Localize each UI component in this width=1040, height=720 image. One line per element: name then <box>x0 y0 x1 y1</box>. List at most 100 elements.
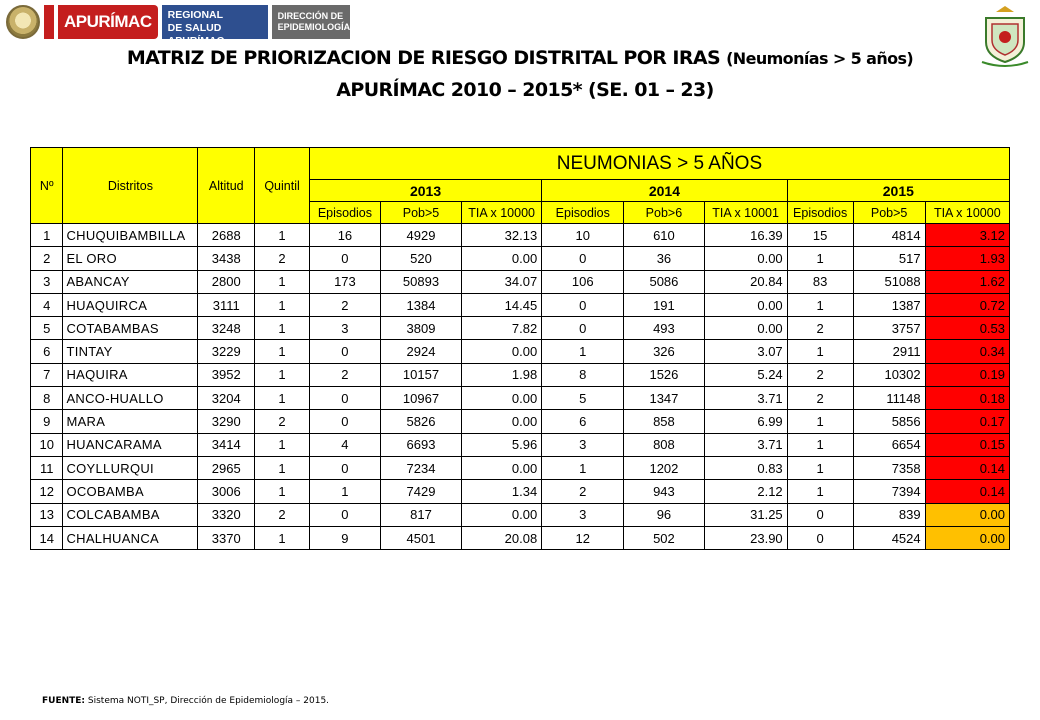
tia-2014-cell: 6.99 <box>703 409 788 434</box>
episodes-2013-cell: 2 <box>308 362 381 388</box>
sub-header: Pob>5 <box>379 201 463 224</box>
episodes-2013-cell: 1 <box>308 479 381 504</box>
population-2013-cell: 5826 <box>379 409 463 434</box>
row-number: 3 <box>29 269 64 294</box>
episodes-2013-cell: 16 <box>308 222 381 248</box>
sub-header: TIA x 10001 <box>703 201 788 224</box>
episodes-2014-cell: 3 <box>541 432 625 457</box>
regional-seal-icon <box>6 5 40 39</box>
population-2014-cell: 493 <box>623 316 705 341</box>
dir-epi-line1: DIRECCIÓN DE <box>277 11 344 21</box>
population-2014-cell: 36 <box>623 246 705 271</box>
population-2014-cell: 502 <box>623 525 705 551</box>
regional-crest-icon <box>981 6 1029 67</box>
quintile-cell: 1 <box>254 292 310 318</box>
episodes-2014-cell: 12 <box>541 525 625 551</box>
tia-2013-cell: 0.00 <box>461 386 543 411</box>
table-row: 11 COYLLURQUI 2965 1 0 7234 0.00 1 1202 0.83 1 7358… <box>29 455 1011 481</box>
tia-2014-cell: 31.25 <box>703 502 788 527</box>
row-number: 2 <box>29 246 64 271</box>
table-row: 12 OCOBAMBA 3006 1 1 7429 1.34 2 943 2.12 1 7394 0.1… <box>29 479 1011 504</box>
year-header-2014: 2014 <box>541 179 788 202</box>
district-name: COLCABAMBA <box>62 502 199 527</box>
population-2014-cell: 5086 <box>623 269 705 294</box>
col-header-num: Nº <box>29 147 64 224</box>
episodes-2013-cell: 0 <box>308 409 381 434</box>
episodes-2015-cell: 0 <box>786 502 854 527</box>
district-name: ABANCAY <box>62 269 199 294</box>
source-footer: FUENTE: Sistema NOTI_SP, Dirección de Ep… <box>42 696 329 706</box>
episodes-2013-cell: 0 <box>308 246 381 271</box>
row-number: 12 <box>29 479 64 504</box>
population-2015-cell: 839 <box>852 502 926 527</box>
tia-2014-cell: 16.39 <box>703 222 788 248</box>
altitude-cell: 3320 <box>197 502 256 527</box>
table-row: 4 HUAQUIRCA 3111 1 2 1384 14.45 0 191 0.00 1 1387 0.… <box>29 292 1011 318</box>
table-row: 2 EL ORO 3438 2 0 520 0.00 0 36 0.00 1 517 1.93 <box>29 246 1011 271</box>
tia-2013-cell: 14.45 <box>461 292 543 318</box>
tia-2013-cell: 34.07 <box>461 269 543 294</box>
sub-header: Pob>5 <box>852 201 926 224</box>
population-2013-cell: 4929 <box>379 222 463 248</box>
tia-2015-cell: 1.62 <box>924 269 1011 294</box>
population-2015-cell: 7358 <box>852 455 926 481</box>
dir-epi-line2: EPIDEMIOLOGÍA <box>277 22 351 32</box>
population-2014-cell: 96 <box>623 502 705 527</box>
tia-2015-cell: 0.34 <box>924 339 1011 364</box>
tia-2015-cell: 1.93 <box>924 246 1011 271</box>
tia-2015-cell: 0.17 <box>924 409 1011 434</box>
row-number: 5 <box>29 316 64 341</box>
population-2015-cell: 3757 <box>852 316 926 341</box>
population-2013-cell: 4501 <box>379 525 463 551</box>
episodes-2014-cell: 1 <box>541 339 625 364</box>
tia-2014-cell: 3.71 <box>703 386 788 411</box>
row-number: 11 <box>29 455 64 481</box>
tia-2014-cell: 0.83 <box>703 455 788 481</box>
page-title: MATRIZ DE PRIORIZACION DE RIESGO DISTRIT… <box>0 47 1040 69</box>
district-name: COYLLURQUI <box>62 455 199 481</box>
episodes-2013-cell: 4 <box>308 432 381 457</box>
row-number: 1 <box>29 222 64 248</box>
tia-2013-cell: 1.98 <box>461 362 543 388</box>
episodes-2015-cell: 83 <box>786 269 854 294</box>
table-row: 6 TINTAY 3229 1 0 2924 0.00 1 326 3.07 1 2911 0.34 <box>29 339 1011 364</box>
tia-2013-cell: 5.96 <box>461 432 543 457</box>
tia-2015-cell: 0.00 <box>924 525 1011 551</box>
altitude-cell: 3290 <box>197 409 256 434</box>
episodes-2015-cell: 1 <box>786 246 854 271</box>
population-2015-cell: 10302 <box>852 362 926 388</box>
population-2013-cell: 10967 <box>379 386 463 411</box>
altitude-cell: 3204 <box>197 386 256 411</box>
population-2015-cell: 5856 <box>852 409 926 434</box>
tia-2013-cell: 0.00 <box>461 339 543 364</box>
row-number: 9 <box>29 409 64 434</box>
row-number: 8 <box>29 386 64 411</box>
episodes-2013-cell: 3 <box>308 316 381 341</box>
tia-2015-cell: 0.18 <box>924 386 1011 411</box>
altitude-cell: 3952 <box>197 362 256 388</box>
episodes-2013-cell: 9 <box>308 525 381 551</box>
population-2015-cell: 11148 <box>852 386 926 411</box>
episodes-2013-cell: 173 <box>308 269 381 294</box>
tia-2015-cell: 0.53 <box>924 316 1011 341</box>
col-header-quintile: Quintil <box>254 147 310 224</box>
row-number: 4 <box>29 292 64 318</box>
population-2013-cell: 10157 <box>379 362 463 388</box>
quintile-cell: 1 <box>254 386 310 411</box>
altitude-cell: 2688 <box>197 222 256 248</box>
tia-2013-cell: 1.34 <box>461 479 543 504</box>
header-logos: APURÍMAC DIRECCIÓN REGIONAL DE SALUD APU… <box>6 0 351 47</box>
year-header-2013: 2013 <box>308 179 543 202</box>
population-2014-cell: 1347 <box>623 386 705 411</box>
population-2013-cell: 2924 <box>379 339 463 364</box>
district-name: HAQUIRA <box>62 362 199 388</box>
tia-2013-cell: 0.00 <box>461 455 543 481</box>
episodes-2013-cell: 0 <box>308 339 381 364</box>
population-2015-cell: 4814 <box>852 222 926 248</box>
population-2015-cell: 517 <box>852 246 926 271</box>
population-2015-cell: 1387 <box>852 292 926 318</box>
quintile-cell: 1 <box>254 362 310 388</box>
district-name: ANCO-HUALLO <box>62 386 199 411</box>
tia-2014-cell: 0.00 <box>703 246 788 271</box>
population-2015-cell: 4524 <box>852 525 926 551</box>
